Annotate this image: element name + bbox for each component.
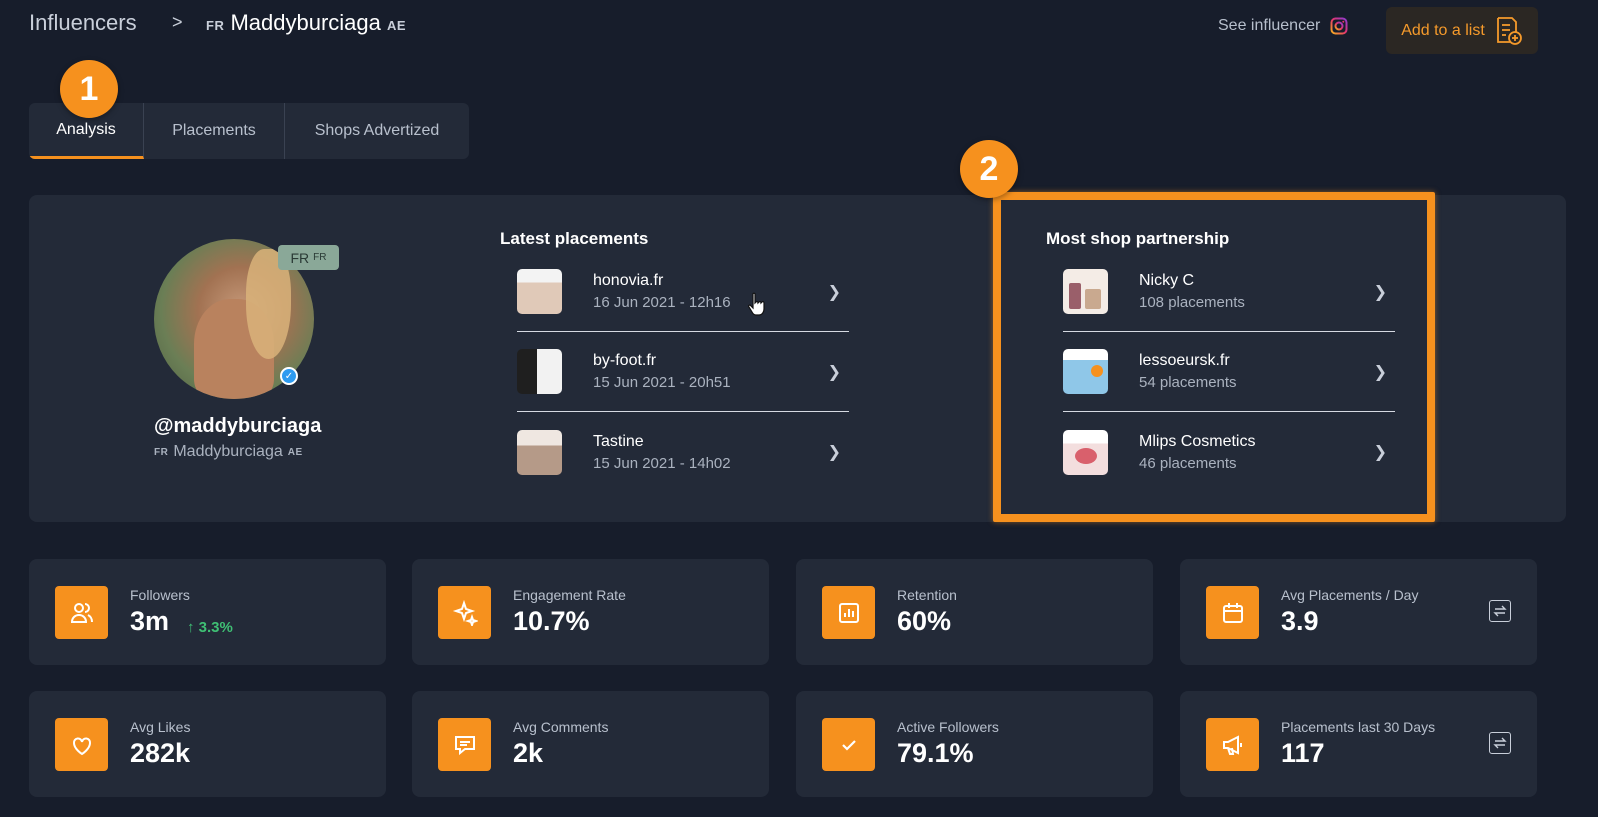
influencer-name: Maddyburciaga <box>230 10 381 35</box>
partner-thumbnail <box>1063 429 1108 475</box>
calendar-icon <box>1206 586 1259 639</box>
see-influencer-link[interactable]: See influencer <box>1218 17 1348 35</box>
stat-delta: ↑ 3.3% <box>187 619 233 636</box>
partner-shop-item[interactable]: lessoeursk.fr 54 placements ❯ <box>1063 332 1395 412</box>
breadcrumb-separator: > <box>172 12 183 32</box>
latest-placements-title: Latest placements <box>500 229 649 248</box>
stat-value: 3m <box>130 606 170 636</box>
placement-date: 15 Jun 2021 - 14h02 <box>593 454 731 472</box>
stat-card-engagement: Engagement Rate 10.7% <box>412 559 769 665</box>
stat-card-placements-30-days: Placements last 30 Days 117 <box>1180 691 1537 797</box>
placement-shop: honovia.fr <box>593 272 664 289</box>
highlight-frame <box>993 192 1435 522</box>
chevron-right-icon: ❯ <box>827 363 841 381</box>
stat-label: Active Followers <box>897 719 999 735</box>
step-badge-1: 1 <box>60 60 118 118</box>
sparkle-icon <box>438 586 491 639</box>
country-chip: FR FR <box>278 245 339 270</box>
verified-icon: ✓ <box>280 367 298 385</box>
stat-value: 3.9 <box>1281 606 1319 636</box>
stat-label: Engagement Rate <box>513 587 626 603</box>
chevron-right-icon: ❯ <box>1373 444 1387 461</box>
placement-item[interactable]: Tastine 15 Jun 2021 - 14h02 ❯ <box>517 412 849 492</box>
tab-analysis[interactable]: Analysis <box>29 103 144 159</box>
comment-icon <box>438 718 491 771</box>
country-chip-small: FR <box>313 252 327 263</box>
users-icon <box>55 586 108 639</box>
partner-shop-item[interactable]: Mlips Cosmetics 46 placements ❯ <box>1063 412 1395 492</box>
partner-shop-name: Mlips Cosmetics <box>1139 432 1256 450</box>
stat-label: Retention <box>897 587 957 603</box>
chevron-right-icon: ❯ <box>1373 283 1387 301</box>
stat-label: Avg Likes <box>130 719 191 735</box>
swap-icon[interactable] <box>1489 732 1511 754</box>
stat-card-retention: Retention 60% <box>796 559 1153 665</box>
chevron-right-icon: ❯ <box>1373 363 1387 381</box>
stat-value: 60% <box>897 606 952 636</box>
breadcrumb-influencers[interactable]: Influencers <box>29 10 137 35</box>
check-icon <box>822 718 875 771</box>
influencer-handle: @maddyburciaga <box>154 415 322 437</box>
add-to-list-label: Add to a list <box>1401 21 1485 39</box>
chevron-right-icon: ❯ <box>827 283 841 301</box>
tab-shops-advertized[interactable]: Shops Advertized <box>314 122 440 139</box>
shop-partnership-title: Most shop partnership <box>1046 229 1230 248</box>
stat-card-followers: Followers 3m ↑ 3.3% <box>29 559 386 665</box>
stat-value: 79.1% <box>897 738 974 768</box>
add-to-list-button[interactable]: Add to a list <box>1386 7 1538 54</box>
step-badge-2: 2 <box>960 140 1018 198</box>
placement-date: 16 Jun 2021 - 12h16 <box>593 294 731 311</box>
stat-label: Followers <box>130 587 190 603</box>
placement-shop: by-foot.fr <box>593 352 657 369</box>
stat-value: 2k <box>513 738 544 768</box>
stat-value: 282k <box>130 738 191 768</box>
heart-icon <box>55 718 108 771</box>
partner-placements-count: 108 placements <box>1139 294 1245 311</box>
tab-placements[interactable]: Placements <box>144 103 285 159</box>
stat-card-avg-likes: Avg Likes 282k <box>29 691 386 797</box>
stat-card-avg-comments: Avg Comments 2k <box>412 691 769 797</box>
stat-value: 10.7% <box>513 606 590 636</box>
instagram-icon <box>1330 17 1348 35</box>
placement-date: 15 Jun 2021 - 20h51 <box>593 374 731 391</box>
stat-label: Avg Placements / Day <box>1281 587 1419 603</box>
partner-placements-count: 46 placements <box>1139 454 1237 472</box>
stat-label: Avg Comments <box>513 719 609 735</box>
list-add-icon <box>1496 16 1522 45</box>
bar-chart-icon <box>822 586 875 639</box>
placement-thumbnail <box>517 269 562 314</box>
page-title: FR Maddyburciaga AE <box>206 10 406 36</box>
placement-thumbnail <box>517 349 562 394</box>
country-prefix: FR <box>206 18 225 33</box>
partner-shop-name: lessoeursk.fr <box>1139 352 1230 369</box>
stat-card-active-followers: Active Followers 79.1% <box>796 691 1153 797</box>
country-chip-main: FR <box>290 249 310 266</box>
stat-card-avg-placements-day: Avg Placements / Day 3.9 <box>1180 559 1537 665</box>
partner-shop-name: Nicky C <box>1139 272 1195 289</box>
stat-delta-value: 3.3% <box>198 619 233 636</box>
influencer-subname: FR Maddyburciaga AE <box>154 443 303 461</box>
swap-icon[interactable] <box>1489 600 1511 622</box>
partner-placements-count: 54 placements <box>1139 374 1237 391</box>
country-suffix: AE <box>387 18 407 33</box>
arrow-up-icon: ↑ <box>187 619 195 636</box>
hand-cursor-icon <box>748 292 765 316</box>
placement-item[interactable]: by-foot.fr 15 Jun 2021 - 20h51 ❯ <box>517 332 849 412</box>
megaphone-icon <box>1206 718 1259 771</box>
partner-shop-item[interactable]: Nicky C 108 placements ❯ <box>1063 252 1395 332</box>
stat-label: Placements last 30 Days <box>1281 719 1436 735</box>
partner-thumbnail <box>1063 349 1108 394</box>
subname-text: Maddyburciaga <box>173 443 283 460</box>
subname-prefix: FR <box>154 446 169 458</box>
chevron-right-icon: ❯ <box>827 444 841 461</box>
see-influencer-label: See influencer <box>1218 17 1321 34</box>
stat-value: 117 <box>1281 738 1325 768</box>
placement-shop: Tastine <box>593 432 644 450</box>
placement-item[interactable]: honovia.fr 16 Jun 2021 - 12h16 ❯ <box>517 252 849 332</box>
partner-thumbnail <box>1063 269 1108 314</box>
subname-suffix: AE <box>287 446 303 458</box>
placement-thumbnail <box>517 429 562 475</box>
